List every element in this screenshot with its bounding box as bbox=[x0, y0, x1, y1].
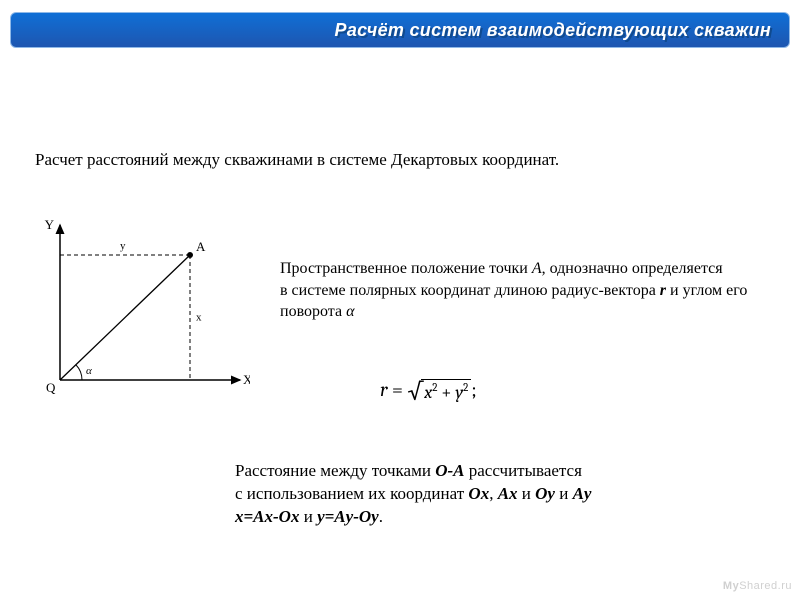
formula-radicand: x2 + y2 bbox=[421, 379, 471, 403]
d2-l3d: . bbox=[379, 507, 383, 526]
d2-l2e: и bbox=[518, 484, 536, 503]
banner-title: Расчёт систем взаимодействующих скважин … bbox=[335, 20, 771, 41]
d2-l1a: Расстояние между точками bbox=[235, 461, 435, 480]
description-distance: Расстояние между точками O-А рассчитывае… bbox=[235, 460, 755, 529]
watermark-prefix: My bbox=[723, 580, 739, 592]
svg-text:x: x bbox=[196, 312, 202, 324]
svg-text:α: α bbox=[86, 365, 92, 377]
d2-Ax: Аx bbox=[498, 484, 518, 503]
desc1-l1a: Пространственное положение точки bbox=[280, 260, 532, 277]
formula-semi: ; bbox=[471, 378, 476, 401]
coordinate-diagram: X Y Q Ay x α bbox=[35, 215, 250, 405]
distance-formula: r = √x2 + y2; bbox=[380, 378, 477, 403]
banner-title-text: Расчёт систем взаимодействующих скважин bbox=[335, 20, 771, 40]
d2-l2a: с использованием их координат bbox=[235, 484, 468, 503]
d2-eq-y: y=Аy-Oy bbox=[317, 507, 379, 526]
svg-text:A: A bbox=[196, 239, 206, 254]
d2-l2g: и bbox=[555, 484, 573, 503]
formula-lhs: r bbox=[380, 378, 388, 401]
description-polar: Пространственное положение точки А, одно… bbox=[280, 258, 770, 323]
svg-text:y: y bbox=[120, 240, 126, 252]
d2-Ay: Аy bbox=[573, 484, 592, 503]
desc1-alpha: α bbox=[346, 303, 354, 320]
d2-Ox: Ox bbox=[468, 484, 489, 503]
svg-text:Y: Y bbox=[45, 217, 55, 232]
desc1-l1c: , однозначно определяется bbox=[542, 260, 723, 277]
sqrt-icon: √x2 + y2 bbox=[407, 379, 471, 403]
svg-text:Q: Q bbox=[46, 380, 56, 395]
subtitle: Расчет расстояний между скважинами в сис… bbox=[35, 150, 559, 170]
d2-l1c: рассчитывается bbox=[464, 461, 581, 480]
d2-OA: O-А bbox=[435, 461, 464, 480]
watermark: MyShared.ru bbox=[723, 580, 792, 592]
desc1-point-A: А bbox=[532, 260, 542, 277]
svg-text:X: X bbox=[243, 372, 250, 387]
d2-l2c: , bbox=[489, 484, 498, 503]
d2-eq-x: x=Аx-Ox bbox=[235, 507, 299, 526]
watermark-suffix: Shared.ru bbox=[739, 580, 792, 592]
d2-Oy: Oy bbox=[535, 484, 555, 503]
d2-l3b: и bbox=[299, 507, 317, 526]
page-banner: Расчёт систем взаимодействующих скважин … bbox=[10, 12, 790, 48]
desc1-l2: в системе полярных координат длиною ради… bbox=[280, 282, 660, 299]
formula-eq: = bbox=[388, 378, 408, 401]
